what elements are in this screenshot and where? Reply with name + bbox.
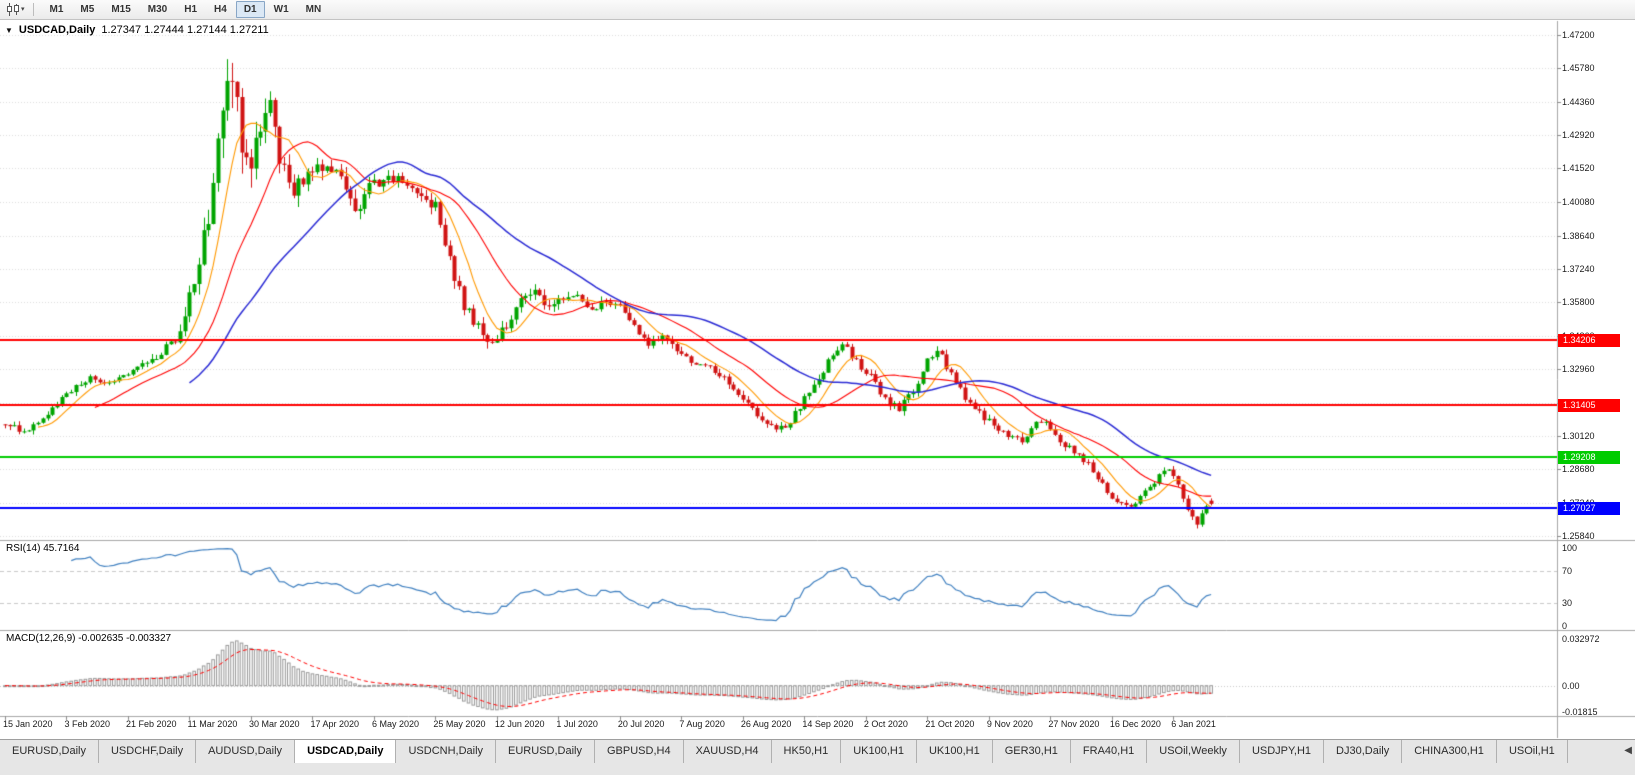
price-axis-label: 1.25840 <box>1562 531 1595 541</box>
rsi-axis-label: 30 <box>1562 597 1573 608</box>
date-axis-label: 17 Apr 2020 <box>310 719 359 729</box>
timeframe-button-d1[interactable]: D1 <box>235 1 265 18</box>
price-axis-label: 1.42920 <box>1562 130 1595 141</box>
chart-type-caret-icon[interactable]: ▾ <box>21 5 25 13</box>
timeframe-button-m30[interactable]: M30 <box>147 4 168 15</box>
date-axis-label: 15 Jan 2020 <box>3 719 53 729</box>
rsi-axis-label: 100 <box>1562 543 1578 553</box>
price-axis-label: 1.30120 <box>1562 430 1595 441</box>
timeframe-button-m5[interactable]: M5 <box>80 4 95 15</box>
date-axis-label: 20 Jul 2020 <box>617 719 665 729</box>
date-axis-label: 12 Jun 2020 <box>494 719 545 729</box>
chart-tab-dj30-daily[interactable]: DJ30,Daily <box>1324 740 1403 763</box>
date-axis-label: 11 Mar 2020 <box>187 719 238 729</box>
timeframe-button-m1[interactable]: M1 <box>49 4 64 15</box>
timeframe-button-mn[interactable]: MN <box>305 4 322 15</box>
tab-scroll-left-icon[interactable]: ◀ <box>1624 745 1632 756</box>
hline-price-tag[interactable]: 1.34206 <box>1558 333 1620 347</box>
date-axis-label: 27 Nov 2020 <box>1048 719 1100 729</box>
date-axis-label: 6 Jan 2021 <box>1171 719 1216 729</box>
price-axis-label: 1.45780 <box>1562 63 1595 74</box>
chart-tab-fra40-h1[interactable]: FRA40,H1 <box>1070 740 1148 763</box>
timeframe-button-w1[interactable]: W1 <box>273 4 289 15</box>
date-axis-label: 9 Nov 2020 <box>986 719 1033 729</box>
chart-tab-usoil-weekly[interactable]: USOil,Weekly <box>1147 740 1240 763</box>
date-axis-label: 1 Jul 2020 <box>556 719 598 729</box>
chart-title: ▼ USDCAD,Daily 1.27347 1.27444 1.27144 1… <box>5 24 269 36</box>
chart-type-group: ▾ <box>4 1 27 19</box>
price-axis-label: 1.47200 <box>1562 30 1595 40</box>
date-axis-label: 2 Oct 2020 <box>863 719 908 729</box>
chart-tab-uk100-h1[interactable]: UK100,H1 <box>916 740 993 763</box>
chart-canvas[interactable] <box>0 0 1635 739</box>
chart-tab-usdcnh-daily[interactable]: USDCNH,Daily <box>396 740 497 763</box>
date-axis-label: 6 May 2020 <box>371 719 419 729</box>
chart-tabs: EURUSD,Daily USDCHF,Daily AUDUSD,Daily USDC… <box>0 740 1620 763</box>
date-axis-label: 25 May 2020 <box>433 719 486 729</box>
chart-tab-eurusd-daily[interactable]: EURUSD,Daily <box>496 740 595 763</box>
date-axis-label: 21 Feb 2020 <box>125 719 177 729</box>
chart-tab-eurusd-daily[interactable]: EURUSD,Daily <box>0 740 99 763</box>
chart-tab-audusd-daily[interactable]: AUDUSD,Daily <box>196 740 296 763</box>
date-axis-label: 26 Aug 2020 <box>740 719 792 729</box>
price-axis-label: 1.40080 <box>1562 197 1595 207</box>
macd-axis-label: 0.00 <box>1562 680 1580 691</box>
price-axis-label: 1.32960 <box>1562 364 1595 374</box>
date-axis-label: 30 Mar 2020 <box>248 719 300 729</box>
rsi-axis-label: 70 <box>1562 566 1573 577</box>
rsi-label: RSI(14) 45.7164 <box>6 543 80 554</box>
date-axis-label: 3 Feb 2020 <box>64 719 111 729</box>
timeframe-buttons: M1 M5 M15 M30 H1 H4 D1 W1 MN <box>40 1 332 18</box>
price-axis-label: 1.38640 <box>1562 230 1595 241</box>
macd-axis-label: -0.01815 <box>1562 706 1598 717</box>
hline-price-tag[interactable]: 1.31405 <box>1558 399 1620 413</box>
macd-axis-label: 0.032972 <box>1562 633 1600 644</box>
hline-price-tag[interactable]: 1.29208 <box>1558 451 1620 464</box>
date-axis-label: 7 Aug 2020 <box>679 719 725 729</box>
price-axis-label: 1.37240 <box>1562 263 1595 274</box>
chart-symbol-label: USDCAD,Daily <box>18 24 96 36</box>
top-toolbar: ▾ M1 M5 M15 M30 H1 H4 D1 W1 MN <box>0 0 1635 20</box>
price-axis-label: 1.41520 <box>1562 163 1595 174</box>
price-axis-label: 1.44360 <box>1562 96 1595 107</box>
chart-tab-usdchf-daily[interactable]: USDCHF,Daily <box>98 740 197 763</box>
chart-tab-xauusd-h4[interactable]: XAUUSD,H4 <box>683 740 772 763</box>
chart-tab-china300-h1[interactable]: CHINA300,H1 <box>1402 740 1497 763</box>
date-axis-label: 14 Sep 2020 <box>802 719 854 729</box>
chart-tab-usoil-h1[interactable]: USOil,H1 <box>1496 740 1568 763</box>
chart-tab-ger30-h1[interactable]: GER30,H1 <box>992 740 1071 763</box>
chart-tab-usdjpy-h1[interactable]: USDJPY,H1 <box>1239 740 1325 763</box>
timeframe-button-h4[interactable]: H4 <box>214 4 227 15</box>
date-axis-label: 21 Oct 2020 <box>925 719 975 729</box>
symbol-menu-icon[interactable]: ▼ <box>5 25 13 35</box>
candlestick-chart-icon[interactable] <box>6 3 20 16</box>
chart-ohlc-values: 1.27347 1.27444 1.27144 1.27211 <box>101 24 269 36</box>
chart-tab-uk100-h1[interactable]: UK100,H1 <box>841 740 917 763</box>
timeframe-button-m15[interactable]: M15 <box>111 4 131 15</box>
macd-label: MACD(12,26,9) -0.002635 -0.003327 <box>6 633 172 644</box>
hline-price-tag[interactable]: 1.27027 <box>1558 502 1620 516</box>
date-axis-label: 16 Dec 2020 <box>1109 719 1161 729</box>
price-axis-label: 1.28680 <box>1562 464 1595 475</box>
price-axis-label: 1.35800 <box>1562 297 1595 308</box>
timeframe-button-h1[interactable]: H1 <box>184 4 198 15</box>
chart-tab-hk50-h1[interactable]: HK50,H1 <box>771 740 842 763</box>
chart-tab-usdcad-daily[interactable]: USDCAD,Daily <box>295 740 397 763</box>
chart-tabs-bar: EURUSD,Daily USDCHF,Daily AUDUSD,Daily USDC… <box>0 739 1635 775</box>
toolbar-divider <box>32 3 34 16</box>
rsi-axis-label: 0 <box>1562 621 1568 631</box>
chart-tab-gbpusd-h4[interactable]: GBPUSD,H4 <box>595 740 684 763</box>
chart-overlay: ▼ USDCAD,Daily 1.27347 1.27444 1.27144 1… <box>3 24 1620 729</box>
